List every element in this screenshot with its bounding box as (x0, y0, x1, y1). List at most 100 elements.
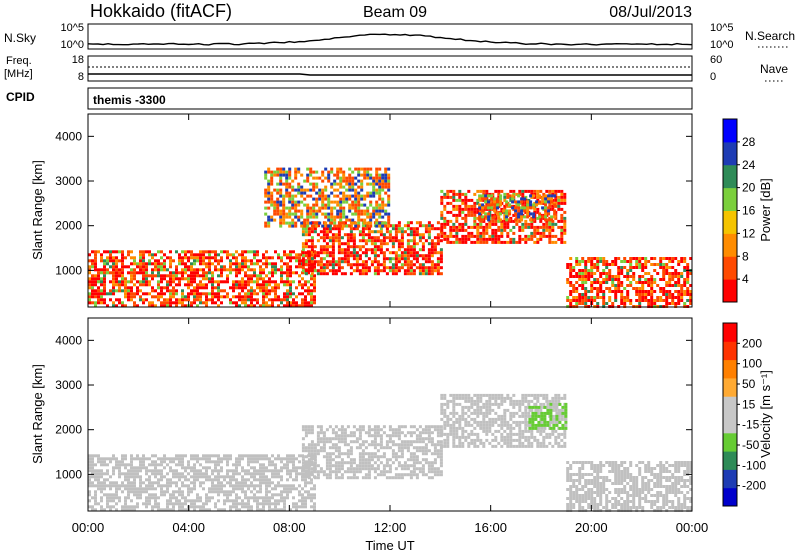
scatter-cell (324, 194, 328, 198)
scatter-cell (247, 298, 250, 302)
scatter-cell (620, 284, 624, 287)
scatter-cell (479, 240, 483, 244)
scatter-cell (316, 251, 320, 255)
scatter-cell (298, 493, 301, 497)
scatter-cell (536, 192, 540, 196)
scatter-cell (310, 221, 314, 225)
scatter-cell (381, 179, 385, 183)
scatter-cell (331, 233, 335, 237)
scatter-cell (605, 272, 609, 275)
scatter-cell (199, 301, 202, 305)
scatter-cell (298, 505, 301, 509)
scatter-cell (536, 207, 540, 211)
scatter-cell (382, 239, 386, 243)
scatter-cell (264, 206, 268, 210)
scatter-cell (148, 274, 151, 278)
scatter-cell (88, 253, 91, 257)
scatter-cell (388, 260, 392, 264)
scatter-cell (551, 225, 555, 229)
scatter-cell (115, 259, 118, 263)
scatter-cell (391, 257, 395, 261)
scatter-cell (300, 188, 304, 192)
scatter-cell (217, 268, 220, 272)
scatter-cell (593, 281, 597, 284)
scatter-cell (190, 499, 193, 503)
scatter-cell (680, 296, 684, 299)
scatter-cell (253, 469, 256, 473)
scatter-cell (301, 263, 305, 267)
scatter-cell (325, 260, 329, 264)
scatter-cell (686, 281, 690, 284)
scatter-cell (181, 505, 184, 509)
scatter-cell (133, 478, 136, 482)
scatter-cell (274, 298, 277, 302)
scatter-cell (370, 434, 374, 438)
scatter-cell (325, 251, 329, 255)
scatter-cell (154, 472, 157, 476)
scatter-cell (406, 458, 410, 462)
scatter-cell (369, 182, 373, 186)
scatter-cell (301, 425, 305, 429)
scatter-cell (199, 457, 202, 461)
scatter-cell (294, 173, 298, 177)
scatter-cell (683, 278, 687, 281)
scatter-cell (659, 266, 663, 269)
scatter-cell (412, 269, 416, 273)
scatter-cell (620, 272, 624, 275)
scatter-cell (309, 188, 313, 192)
scatter-cell (433, 236, 437, 240)
scatter-cell (139, 466, 142, 470)
scatter-cell (295, 502, 298, 506)
scatter-cell (190, 256, 193, 260)
scatter-cell (373, 446, 377, 450)
scatter-cell (148, 481, 151, 485)
scatter-cell (151, 496, 154, 500)
scatter-cell (145, 484, 148, 488)
scatter-cell (313, 449, 317, 453)
scatter-cell (133, 274, 136, 278)
scatter-cell (196, 271, 199, 275)
scatter-cell (602, 293, 606, 296)
scatter-cell (205, 271, 208, 275)
scatter-cell (151, 454, 154, 458)
scatter-cell (644, 260, 648, 263)
scatter-cell (94, 499, 97, 503)
scatter-cell (163, 277, 166, 281)
scatter-cell (491, 444, 495, 448)
scatter-cell (244, 472, 247, 476)
scatter-cell (325, 230, 329, 234)
scatter-cell (235, 283, 238, 287)
scatter-cell (310, 425, 314, 429)
scatter-cell (259, 268, 262, 272)
scatter-cell (327, 215, 331, 219)
scatter-cell (647, 260, 651, 263)
scatter-cell (476, 216, 480, 220)
freq-panel: Freq. [MHz] 18 8 60 0 Nave (4, 54, 788, 83)
scatter-cell (409, 230, 413, 234)
scatter-cell (247, 505, 250, 509)
scatter-cell (109, 496, 112, 500)
scatter-cell (394, 230, 398, 234)
scatter-cell (160, 301, 163, 305)
scatter-cell (590, 275, 594, 278)
scatter-cell (274, 457, 277, 461)
scatter-cell (382, 269, 386, 273)
scatter-cell (187, 259, 190, 263)
scatter-cell (304, 269, 308, 273)
scatter-cell (112, 493, 115, 497)
scatter-cell (288, 191, 292, 195)
scatter-cell (357, 206, 361, 210)
scatter-cell (220, 457, 223, 461)
scatter-cell (439, 449, 443, 453)
scatter-cell (319, 251, 323, 255)
scatter-cell (217, 286, 220, 290)
scatter-cell (455, 435, 459, 439)
scatter-cell (322, 227, 326, 231)
scatter-cell (313, 295, 316, 299)
scatter-cell (424, 473, 428, 477)
scatter-cell (509, 237, 513, 241)
scatter-cell (476, 240, 480, 244)
scatter-cell (674, 284, 678, 287)
scatter-cell (103, 298, 106, 302)
